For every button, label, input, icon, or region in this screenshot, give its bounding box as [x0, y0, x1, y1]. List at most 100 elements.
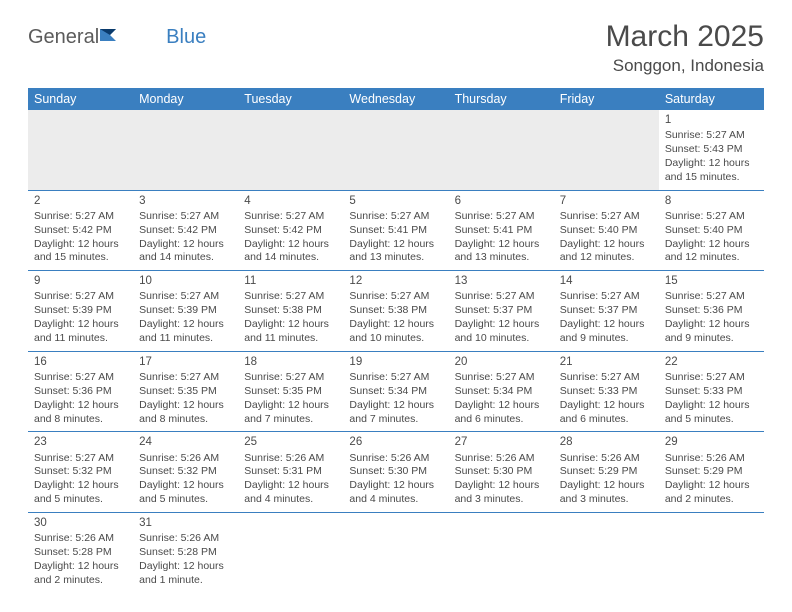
day-number: 22	[665, 355, 758, 370]
daylight-text: Daylight: 12 hours and 7 minutes.	[244, 399, 337, 427]
sunrise-text: Sunrise: 5:27 AM	[244, 210, 337, 224]
daylight-text: Daylight: 12 hours and 10 minutes.	[349, 318, 442, 346]
day-number: 20	[455, 355, 548, 370]
calendar-table: SundayMondayTuesdayWednesdayThursdayFrid…	[28, 88, 764, 593]
sunrise-text: Sunrise: 5:27 AM	[244, 290, 337, 304]
sunrise-text: Sunrise: 5:27 AM	[34, 371, 127, 385]
sunrise-text: Sunrise: 5:27 AM	[560, 371, 653, 385]
daylight-text: Daylight: 12 hours and 6 minutes.	[560, 399, 653, 427]
sunrise-text: Sunrise: 5:27 AM	[665, 371, 758, 385]
calendar-cell: 9Sunrise: 5:27 AMSunset: 5:39 PMDaylight…	[28, 271, 133, 352]
daylight-text: Daylight: 12 hours and 11 minutes.	[244, 318, 337, 346]
sunset-text: Sunset: 5:30 PM	[349, 465, 442, 479]
day-number: 11	[244, 274, 337, 289]
sunset-text: Sunset: 5:32 PM	[34, 465, 127, 479]
calendar-cell: 8Sunrise: 5:27 AMSunset: 5:40 PMDaylight…	[659, 190, 764, 271]
sunrise-text: Sunrise: 5:27 AM	[34, 452, 127, 466]
day-number: 8	[665, 194, 758, 209]
day-header: Wednesday	[343, 88, 448, 110]
calendar-cell: 17Sunrise: 5:27 AMSunset: 5:35 PMDayligh…	[133, 351, 238, 432]
day-number: 15	[665, 274, 758, 289]
day-number: 13	[455, 274, 548, 289]
day-number: 21	[560, 355, 653, 370]
calendar-cell: 21Sunrise: 5:27 AMSunset: 5:33 PMDayligh…	[554, 351, 659, 432]
day-number: 24	[139, 435, 232, 450]
sunrise-text: Sunrise: 5:27 AM	[349, 290, 442, 304]
sunset-text: Sunset: 5:37 PM	[455, 304, 548, 318]
calendar-cell: 20Sunrise: 5:27 AMSunset: 5:34 PMDayligh…	[449, 351, 554, 432]
sunrise-text: Sunrise: 5:27 AM	[455, 290, 548, 304]
calendar-cell	[238, 513, 343, 593]
sunrise-text: Sunrise: 5:27 AM	[139, 210, 232, 224]
sunset-text: Sunset: 5:28 PM	[34, 546, 127, 560]
calendar-cell	[554, 110, 659, 190]
calendar-cell: 4Sunrise: 5:27 AMSunset: 5:42 PMDaylight…	[238, 190, 343, 271]
sunset-text: Sunset: 5:42 PM	[34, 224, 127, 238]
sunset-text: Sunset: 5:33 PM	[665, 385, 758, 399]
day-number: 4	[244, 194, 337, 209]
calendar-cell	[238, 110, 343, 190]
sunrise-text: Sunrise: 5:27 AM	[34, 290, 127, 304]
calendar-week-row: 9Sunrise: 5:27 AMSunset: 5:39 PMDaylight…	[28, 271, 764, 352]
day-number: 16	[34, 355, 127, 370]
daylight-text: Daylight: 12 hours and 1 minute.	[139, 560, 232, 588]
day-header: Friday	[554, 88, 659, 110]
calendar-cell: 23Sunrise: 5:27 AMSunset: 5:32 PMDayligh…	[28, 432, 133, 513]
calendar-cell	[343, 110, 448, 190]
calendar-cell	[28, 110, 133, 190]
day-number: 29	[665, 435, 758, 450]
calendar-cell: 28Sunrise: 5:26 AMSunset: 5:29 PMDayligh…	[554, 432, 659, 513]
daylight-text: Daylight: 12 hours and 15 minutes.	[34, 238, 127, 266]
calendar-cell: 29Sunrise: 5:26 AMSunset: 5:29 PMDayligh…	[659, 432, 764, 513]
day-number: 5	[349, 194, 442, 209]
day-number: 1	[665, 113, 758, 128]
sunrise-text: Sunrise: 5:26 AM	[244, 452, 337, 466]
daylight-text: Daylight: 12 hours and 4 minutes.	[244, 479, 337, 507]
sunrise-text: Sunrise: 5:27 AM	[139, 371, 232, 385]
sunset-text: Sunset: 5:42 PM	[244, 224, 337, 238]
calendar-cell: 26Sunrise: 5:26 AMSunset: 5:30 PMDayligh…	[343, 432, 448, 513]
sunset-text: Sunset: 5:38 PM	[244, 304, 337, 318]
sunset-text: Sunset: 5:30 PM	[455, 465, 548, 479]
sunrise-text: Sunrise: 5:26 AM	[665, 452, 758, 466]
calendar-cell: 7Sunrise: 5:27 AMSunset: 5:40 PMDaylight…	[554, 190, 659, 271]
day-number: 3	[139, 194, 232, 209]
calendar-cell	[133, 110, 238, 190]
calendar-cell	[659, 513, 764, 593]
calendar-cell: 11Sunrise: 5:27 AMSunset: 5:38 PMDayligh…	[238, 271, 343, 352]
day-header: Tuesday	[238, 88, 343, 110]
calendar-cell: 13Sunrise: 5:27 AMSunset: 5:37 PMDayligh…	[449, 271, 554, 352]
daylight-text: Daylight: 12 hours and 11 minutes.	[34, 318, 127, 346]
calendar-cell: 25Sunrise: 5:26 AMSunset: 5:31 PMDayligh…	[238, 432, 343, 513]
sunrise-text: Sunrise: 5:27 AM	[244, 371, 337, 385]
sunrise-text: Sunrise: 5:27 AM	[349, 371, 442, 385]
logo-text-blue: Blue	[166, 26, 206, 49]
sunrise-text: Sunrise: 5:27 AM	[349, 210, 442, 224]
day-header: Sunday	[28, 88, 133, 110]
sunset-text: Sunset: 5:29 PM	[560, 465, 653, 479]
daylight-text: Daylight: 12 hours and 9 minutes.	[560, 318, 653, 346]
sunset-text: Sunset: 5:40 PM	[560, 224, 653, 238]
day-header: Monday	[133, 88, 238, 110]
day-number: 26	[349, 435, 442, 450]
sunrise-text: Sunrise: 5:27 AM	[560, 210, 653, 224]
day-header: Thursday	[449, 88, 554, 110]
daylight-text: Daylight: 12 hours and 3 minutes.	[455, 479, 548, 507]
calendar-cell: 12Sunrise: 5:27 AMSunset: 5:38 PMDayligh…	[343, 271, 448, 352]
daylight-text: Daylight: 12 hours and 8 minutes.	[34, 399, 127, 427]
calendar-cell: 31Sunrise: 5:26 AMSunset: 5:28 PMDayligh…	[133, 513, 238, 593]
sunset-text: Sunset: 5:39 PM	[139, 304, 232, 318]
sunset-text: Sunset: 5:38 PM	[349, 304, 442, 318]
sunrise-text: Sunrise: 5:27 AM	[665, 290, 758, 304]
daylight-text: Daylight: 12 hours and 15 minutes.	[665, 157, 758, 185]
sunset-text: Sunset: 5:36 PM	[665, 304, 758, 318]
daylight-text: Daylight: 12 hours and 14 minutes.	[244, 238, 337, 266]
daylight-text: Daylight: 12 hours and 11 minutes.	[139, 318, 232, 346]
daylight-text: Daylight: 12 hours and 8 minutes.	[139, 399, 232, 427]
daylight-text: Daylight: 12 hours and 5 minutes.	[665, 399, 758, 427]
sunset-text: Sunset: 5:33 PM	[560, 385, 653, 399]
sunrise-text: Sunrise: 5:27 AM	[139, 290, 232, 304]
sunset-text: Sunset: 5:28 PM	[139, 546, 232, 560]
header-right: March 2025 Songgon, Indonesia	[606, 20, 764, 76]
daylight-text: Daylight: 12 hours and 14 minutes.	[139, 238, 232, 266]
